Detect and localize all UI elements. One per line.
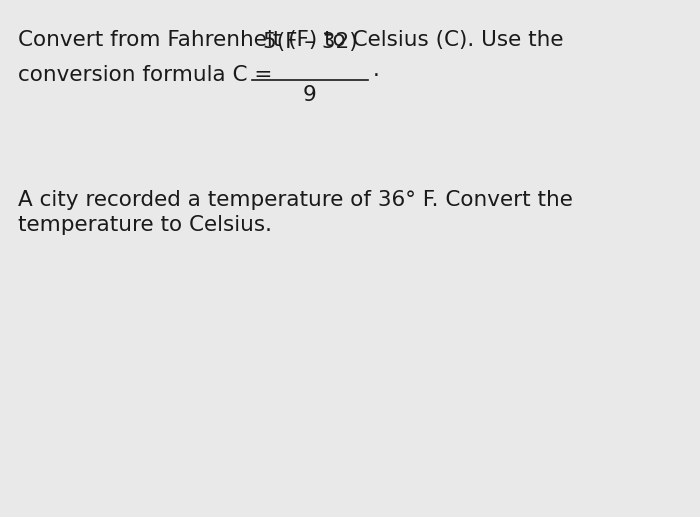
- Text: temperature to Celsius.: temperature to Celsius.: [18, 215, 272, 235]
- Text: 9: 9: [303, 85, 317, 105]
- Text: 5(F – 32): 5(F – 32): [262, 32, 357, 52]
- Text: .: .: [373, 60, 380, 80]
- Text: A city recorded a temperature of 36° F. Convert the: A city recorded a temperature of 36° F. …: [18, 190, 573, 210]
- Text: conversion formula C =: conversion formula C =: [18, 65, 279, 85]
- Text: Convert from Fahrenheit (F) to Celsius (C). Use the: Convert from Fahrenheit (F) to Celsius (…: [18, 30, 564, 50]
